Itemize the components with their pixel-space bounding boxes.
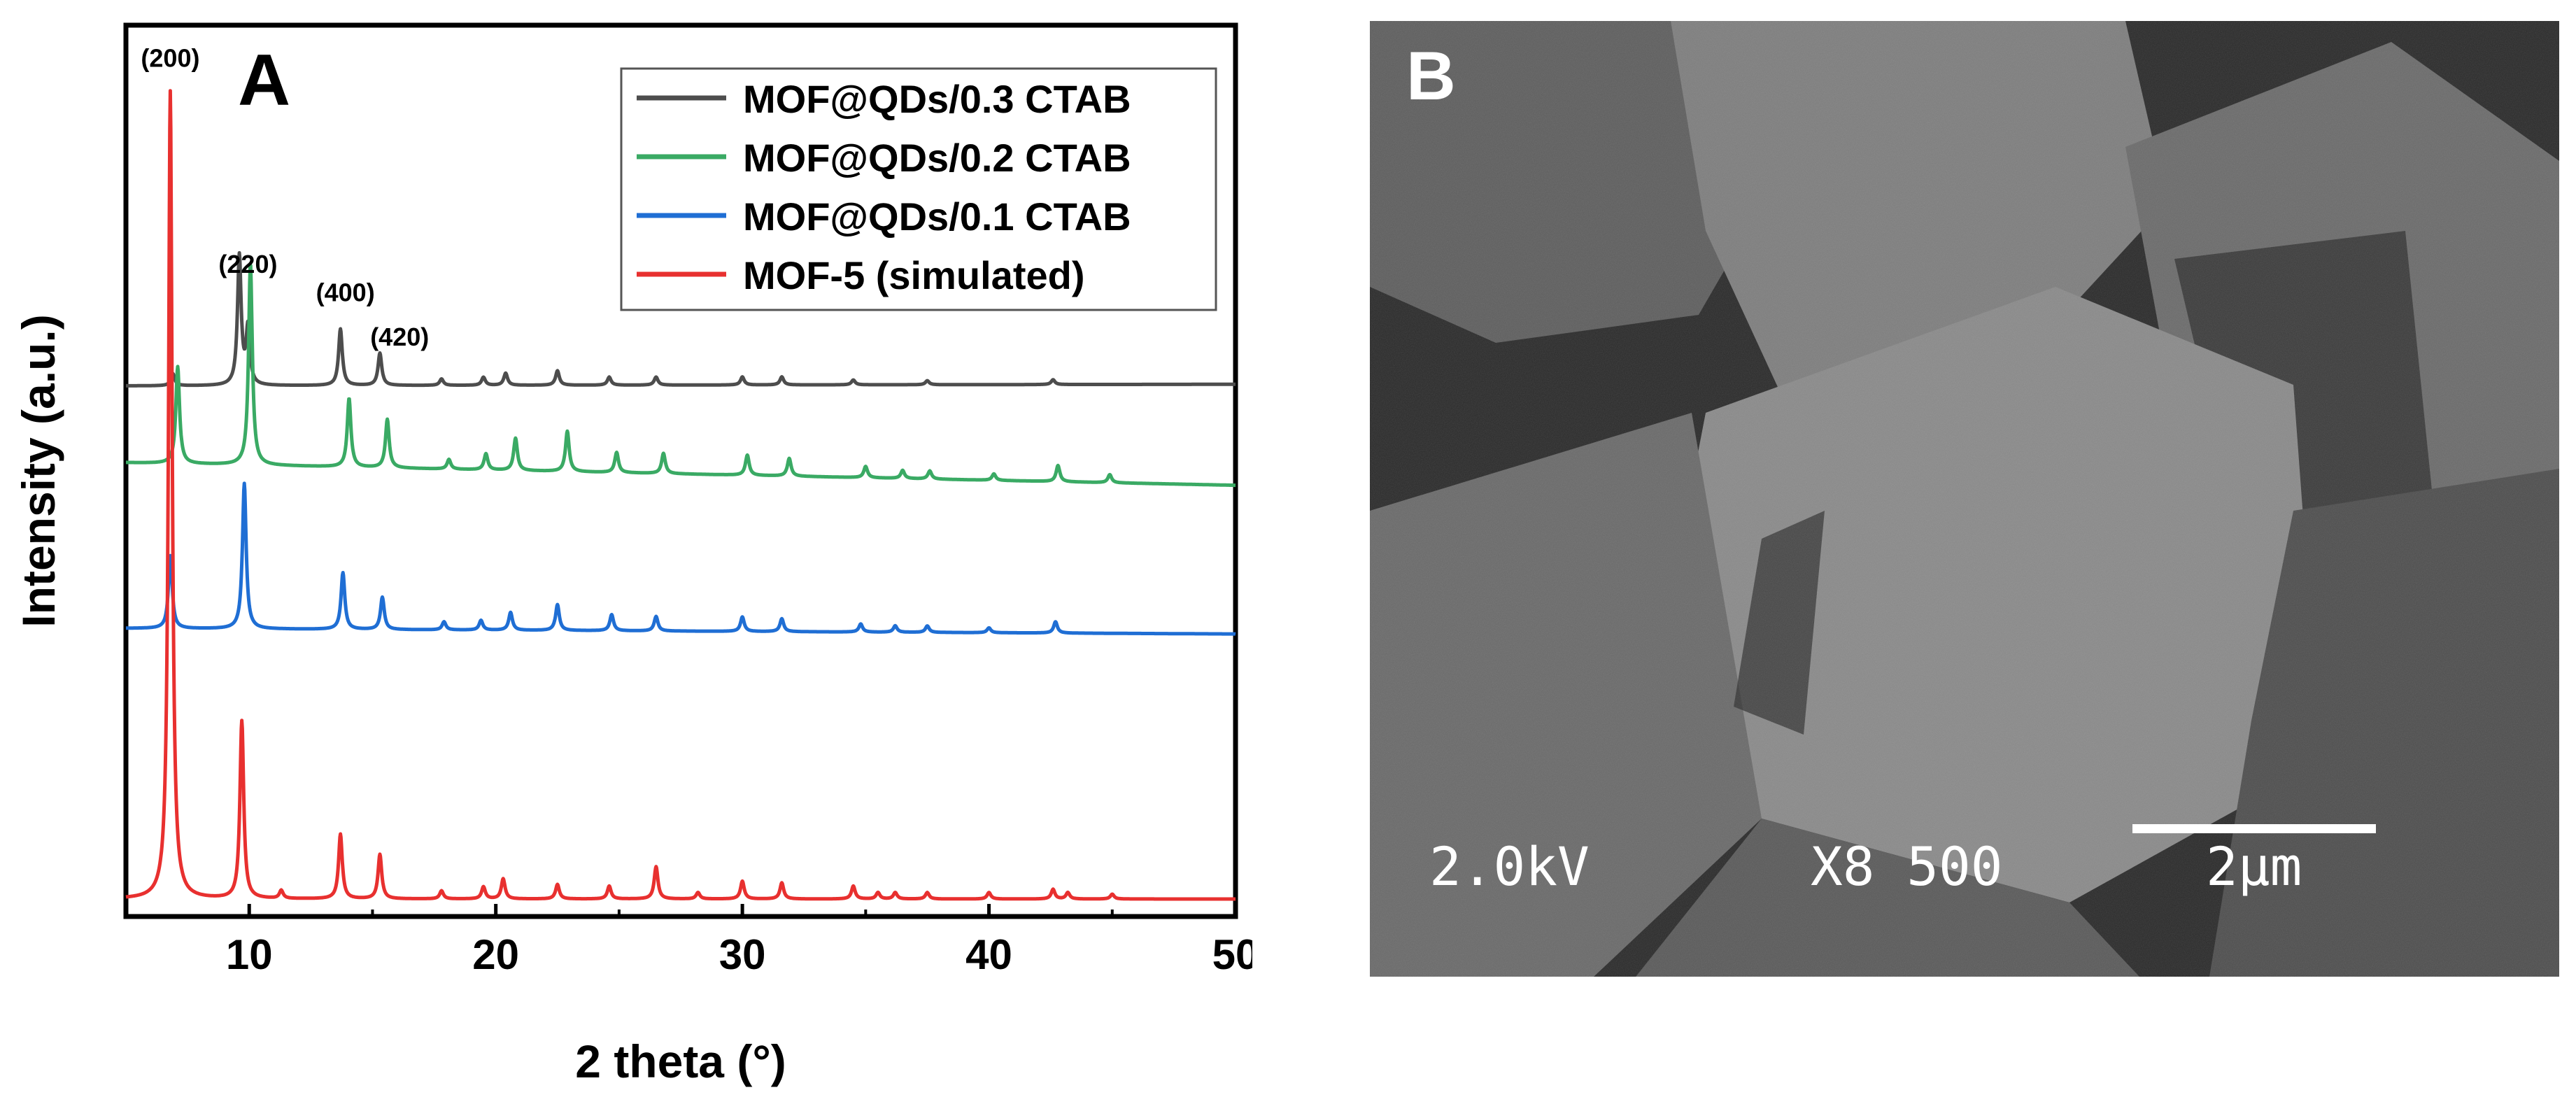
x-tick-label-1: 20: [472, 931, 519, 978]
panel-label-b: B: [1406, 37, 1456, 114]
peak-label-2: (400): [316, 278, 375, 306]
x-axis-label: 2 theta (°): [575, 1035, 786, 1087]
x-tick-label-3: 40: [965, 931, 1012, 978]
x-tick-label-0: 10: [226, 931, 273, 978]
xrd-chart: 10 20 30 40 50 (200) (220) (400) (420) A MOF@QD…: [13, 22, 1252, 1087]
sem-voltage: 2.0kV: [1429, 835, 1590, 898]
plot-frame: [123, 22, 1238, 919]
series-line-2: [125, 481, 1237, 636]
series-layer: [125, 89, 1237, 901]
x-tick-label-2: 30: [719, 931, 766, 978]
legend-label-0: MOF@QDs/0.3 CTAB: [743, 77, 1131, 121]
x-axis-ticks: 10 20 30 40 50: [125, 904, 1252, 978]
sem-image: B 2.0kV X8 500 2μm: [1370, 21, 2559, 977]
plot-area: 10 20 30 40 50 (200) (220) (400) (420): [123, 22, 1252, 978]
legend-label-2: MOF@QDs/0.1 CTAB: [743, 194, 1131, 239]
legend-label-1: MOF@QDs/0.2 CTAB: [743, 136, 1131, 180]
legend-label-3: MOF-5 (simulated): [743, 253, 1084, 297]
peak-label-1: (220): [218, 250, 277, 278]
series-line-0: [125, 250, 1237, 388]
legend: MOF@QDs/0.3 CTAB MOF@QDs/0.2 CTAB MOF@QDs/…: [620, 67, 1217, 311]
x-tick-label-4: 50: [1212, 931, 1252, 978]
series-line-1: [125, 264, 1237, 488]
peak-label-0: (200): [141, 43, 199, 72]
legend-frame: [620, 67, 1217, 311]
panel-label-a: A: [238, 40, 290, 121]
peak-annotations: (200) (220) (400) (420): [141, 43, 429, 351]
sem-magnification: X8 500: [1811, 835, 2003, 898]
scale-bar: [2132, 824, 2376, 833]
series-line-3: [125, 89, 1237, 901]
y-axis-label: Intensity (a.u.): [13, 314, 64, 627]
peak-label-3: (420): [370, 323, 429, 351]
scale-bar-label: 2μm: [2206, 835, 2302, 898]
sem-grain: [1370, 21, 2559, 977]
